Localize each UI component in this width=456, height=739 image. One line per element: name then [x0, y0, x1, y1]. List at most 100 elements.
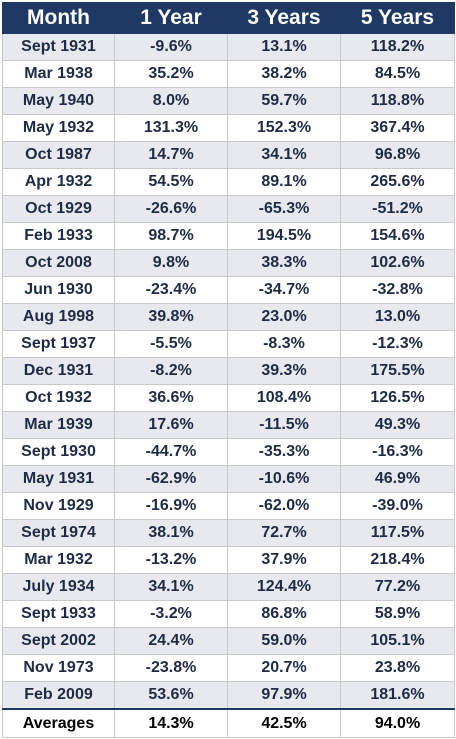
month-cell: Nov 1973 — [2, 654, 115, 682]
return-cell-5-years: 46.9% — [340, 465, 455, 493]
table-row: Oct 1929 -26.6% -65.3% -51.2% — [2, 195, 455, 223]
return-cell-3-years: -11.5% — [227, 411, 341, 439]
average-cell-1-year: 14.3% — [114, 708, 228, 738]
return-cell-5-years: 23.8% — [340, 654, 455, 682]
return-cell-3-years: 23.0% — [227, 303, 341, 331]
return-cell-1-year: -9.6% — [114, 33, 228, 61]
return-cell-1-year: 36.6% — [114, 384, 228, 412]
return-cell-5-years: 118.8% — [340, 87, 455, 115]
month-cell: Sept 1931 — [2, 33, 115, 61]
table-body: Sept 1931 -9.6% 13.1% 118.2% Mar 1938 35.2% 38… — [2, 33, 455, 710]
month-cell: May 1932 — [2, 114, 115, 142]
return-cell-1-year: 35.2% — [114, 60, 228, 88]
table-row: May 1931 -62.9% -10.6% 46.9% — [2, 465, 455, 493]
month-cell: Feb 2009 — [2, 681, 115, 710]
return-cell-1-year: -44.7% — [114, 438, 228, 466]
return-cell-1-year: 53.6% — [114, 681, 228, 710]
column-header-3-years: 3 Years — [227, 2, 341, 34]
table-row: Mar 1939 17.6% -11.5% 49.3% — [2, 411, 455, 439]
table-row: Oct 1932 36.6% 108.4% 126.5% — [2, 384, 455, 412]
month-cell: Mar 1938 — [2, 60, 115, 88]
table-row: Dec 1931 -8.2% 39.3% 175.5% — [2, 357, 455, 385]
column-header-5-years: 5 Years — [340, 2, 455, 34]
return-cell-5-years: 105.1% — [340, 627, 455, 655]
month-cell: Aug 1998 — [2, 303, 115, 331]
return-cell-1-year: 39.8% — [114, 303, 228, 331]
return-cell-1-year: 131.3% — [114, 114, 228, 142]
return-cell-1-year: 34.1% — [114, 573, 228, 601]
month-cell: Mar 1932 — [2, 546, 115, 574]
header-row: Month 1 Year 3 Years 5 Years — [2, 2, 455, 34]
return-cell-3-years: -35.3% — [227, 438, 341, 466]
month-cell: Sept 1937 — [2, 330, 115, 358]
table-row: Jun 1930 -23.4% -34.7% -32.8% — [2, 276, 455, 304]
averages-row: Averages 14.3% 42.5% 94.0% — [2, 708, 455, 738]
return-cell-3-years: -34.7% — [227, 276, 341, 304]
month-cell: May 1931 — [2, 465, 115, 493]
table-row: Nov 1929 -16.9% -62.0% -39.0% — [2, 492, 455, 520]
return-cell-1-year: -8.2% — [114, 357, 228, 385]
return-cell-5-years: -51.2% — [340, 195, 455, 223]
return-cell-3-years: 72.7% — [227, 519, 341, 547]
return-cell-5-years: 175.5% — [340, 357, 455, 385]
return-cell-3-years: 89.1% — [227, 168, 341, 196]
month-cell: Mar 1939 — [2, 411, 115, 439]
table-row: Oct 1987 14.7% 34.1% 96.8% — [2, 141, 455, 169]
month-cell: Nov 1929 — [2, 492, 115, 520]
month-cell: Oct 1929 — [2, 195, 115, 223]
return-cell-1-year: -16.9% — [114, 492, 228, 520]
table-header: Month 1 Year 3 Years 5 Years — [2, 2, 455, 34]
return-cell-3-years: 38.3% — [227, 249, 341, 277]
month-cell: Sept 1974 — [2, 519, 115, 547]
return-cell-1-year: -23.4% — [114, 276, 228, 304]
average-cell-3-years: 42.5% — [227, 708, 341, 738]
return-cell-1-year: 8.0% — [114, 87, 228, 115]
return-cell-5-years: -16.3% — [340, 438, 455, 466]
return-cell-5-years: -32.8% — [340, 276, 455, 304]
month-cell: Apr 1932 — [2, 168, 115, 196]
table-row: Sept 1931 -9.6% 13.1% 118.2% — [2, 33, 455, 61]
return-cell-3-years: 86.8% — [227, 600, 341, 628]
return-cell-3-years: 108.4% — [227, 384, 341, 412]
table-row: Feb 2009 53.6% 97.9% 181.6% — [2, 681, 455, 710]
return-cell-5-years: 13.0% — [340, 303, 455, 331]
return-cell-1-year: 17.6% — [114, 411, 228, 439]
month-cell: Feb 1933 — [2, 222, 115, 250]
table-row: Apr 1932 54.5% 89.1% 265.6% — [2, 168, 455, 196]
month-cell: Oct 2008 — [2, 249, 115, 277]
return-cell-5-years: 181.6% — [340, 681, 455, 710]
month-cell: Sept 1930 — [2, 438, 115, 466]
average-cell-5-years: 94.0% — [340, 708, 455, 738]
table-row: Sept 1930 -44.7% -35.3% -16.3% — [2, 438, 455, 466]
return-cell-5-years: 126.5% — [340, 384, 455, 412]
month-cell: Sept 2002 — [2, 627, 115, 655]
return-cell-1-year: 38.1% — [114, 519, 228, 547]
table-row: July 1934 34.1% 124.4% 77.2% — [2, 573, 455, 601]
return-cell-5-years: 84.5% — [340, 60, 455, 88]
return-cell-3-years: -8.3% — [227, 330, 341, 358]
return-cell-3-years: 152.3% — [227, 114, 341, 142]
return-cell-3-years: -10.6% — [227, 465, 341, 493]
return-cell-3-years: 38.2% — [227, 60, 341, 88]
return-cell-3-years: 97.9% — [227, 681, 341, 710]
month-cell: May 1940 — [2, 87, 115, 115]
table-row: Sept 2002 24.4% 59.0% 105.1% — [2, 627, 455, 655]
month-cell: July 1934 — [2, 573, 115, 601]
table-footer: Averages 14.3% 42.5% 94.0% — [2, 708, 455, 738]
table-row: Mar 1932 -13.2% 37.9% 218.4% — [2, 546, 455, 574]
return-cell-3-years: 59.0% — [227, 627, 341, 655]
return-cell-3-years: 124.4% — [227, 573, 341, 601]
return-cell-1-year: 54.5% — [114, 168, 228, 196]
return-cell-1-year: 14.7% — [114, 141, 228, 169]
table-row: Oct 2008 9.8% 38.3% 102.6% — [2, 249, 455, 277]
table-row: Feb 1933 98.7% 194.5% 154.6% — [2, 222, 455, 250]
month-cell: Sept 1933 — [2, 600, 115, 628]
return-cell-5-years: 58.9% — [340, 600, 455, 628]
return-cell-1-year: -62.9% — [114, 465, 228, 493]
return-cell-3-years: 34.1% — [227, 141, 341, 169]
return-cell-1-year: -5.5% — [114, 330, 228, 358]
return-cell-5-years: 265.6% — [340, 168, 455, 196]
return-cell-1-year: 24.4% — [114, 627, 228, 655]
